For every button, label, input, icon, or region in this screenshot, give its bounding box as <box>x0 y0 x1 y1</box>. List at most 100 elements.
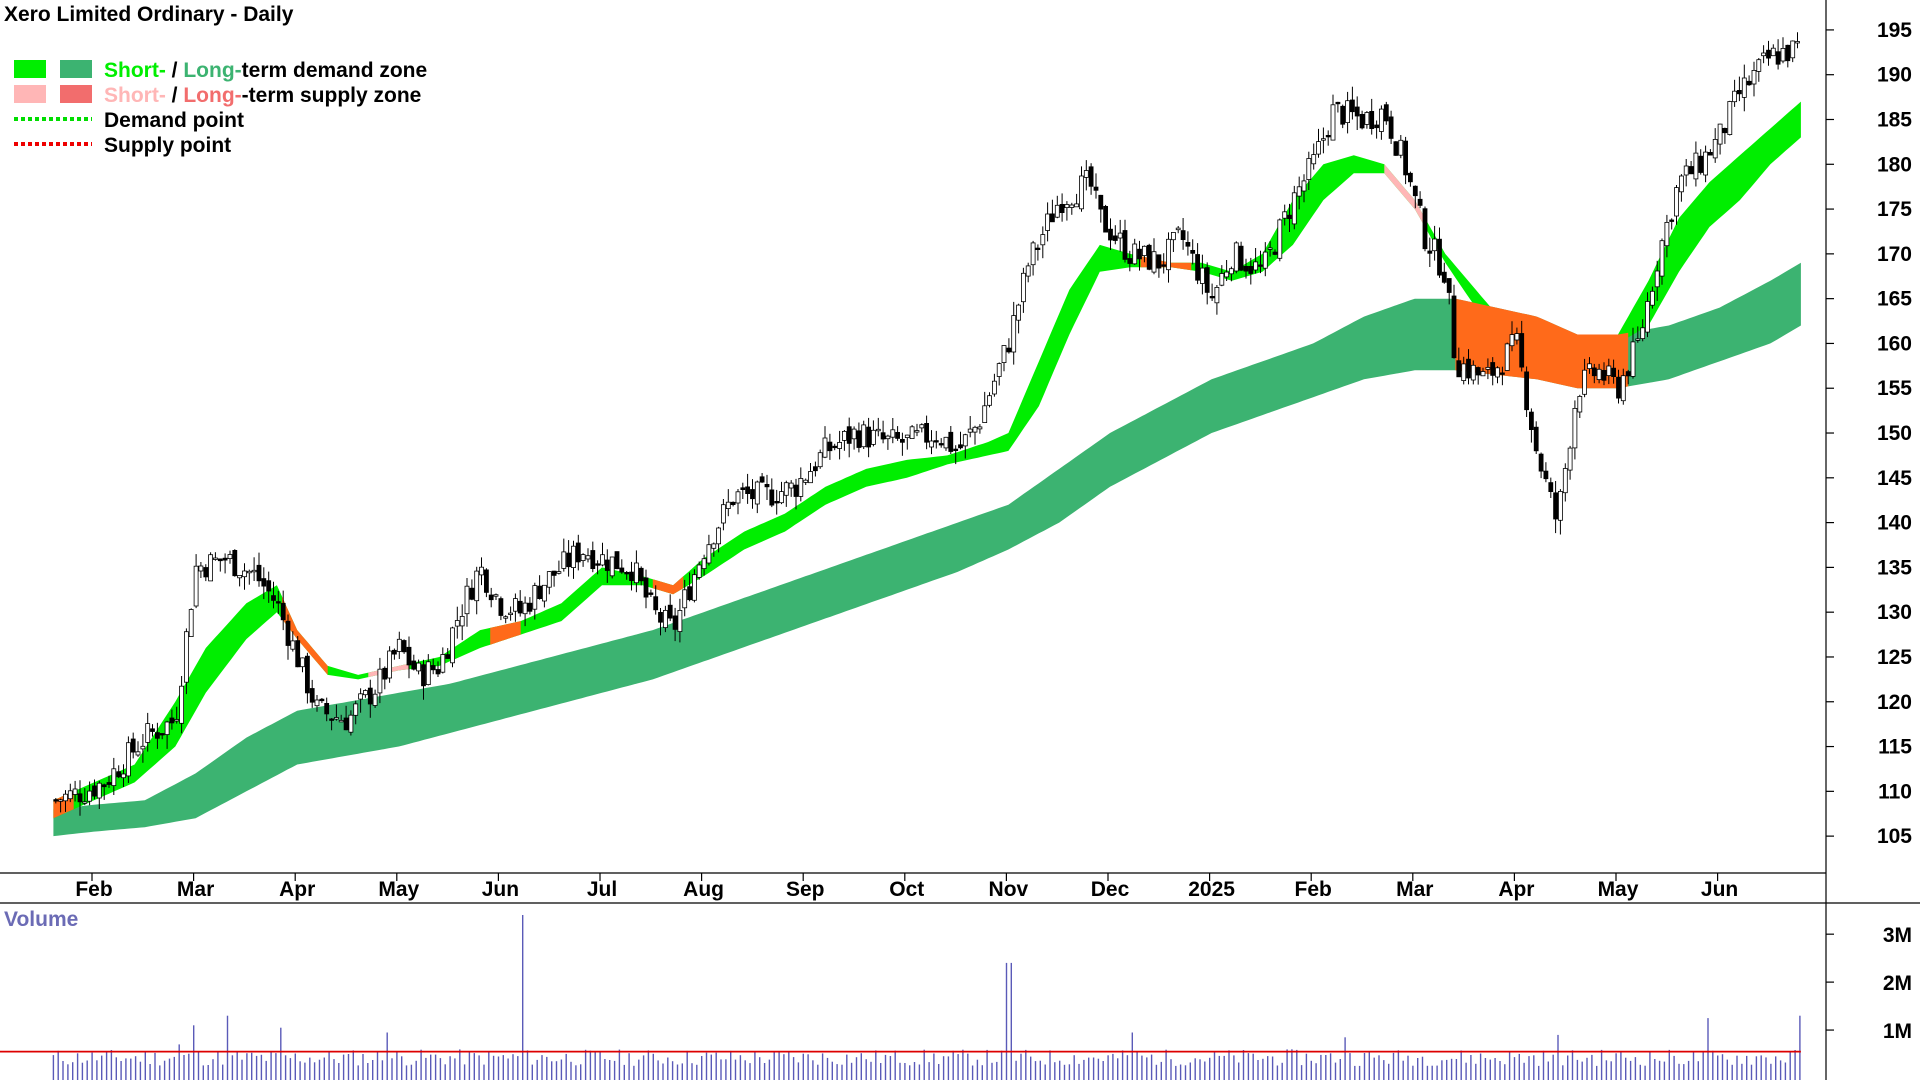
candle <box>1722 127 1728 144</box>
candle <box>217 558 223 572</box>
candle <box>1035 244 1041 261</box>
candle <box>425 654 431 686</box>
candle <box>571 540 576 579</box>
candle <box>1287 203 1292 232</box>
candle <box>837 430 842 460</box>
candle <box>1171 231 1176 252</box>
candle <box>614 551 620 570</box>
legend-label-part: / <box>166 84 184 107</box>
candle <box>1712 128 1718 163</box>
candle <box>1064 201 1070 221</box>
candle <box>1054 195 1060 219</box>
candle <box>542 584 547 608</box>
candle <box>958 431 963 450</box>
candle <box>411 654 417 671</box>
candle <box>469 579 475 601</box>
x-tick-label: Apr <box>1498 878 1534 901</box>
candle <box>314 695 320 712</box>
candle <box>967 416 973 438</box>
candle <box>692 569 697 603</box>
candle <box>1127 250 1133 272</box>
candle <box>1596 363 1602 384</box>
legend-swatch <box>14 60 46 78</box>
candle <box>1703 145 1708 183</box>
supply-zone-segment <box>652 576 684 595</box>
candle <box>851 426 857 450</box>
candle <box>1369 98 1375 135</box>
candle <box>1408 171 1413 187</box>
legend-item: Supply point <box>14 134 231 157</box>
y-tick-label: 130 <box>1877 601 1912 624</box>
x-tick-label: Mar <box>1396 878 1433 901</box>
candle <box>962 433 968 459</box>
candle <box>1490 357 1496 386</box>
candle <box>454 606 460 639</box>
x-tick-label: May <box>1598 878 1639 901</box>
candle <box>992 373 997 397</box>
candle <box>1480 367 1486 377</box>
candle <box>251 557 257 581</box>
legend-label-part: Short- <box>104 59 166 82</box>
x-tick-label: Sep <box>786 878 825 901</box>
legend-label-part: Supply point <box>104 134 231 157</box>
candle <box>982 391 988 423</box>
candle <box>590 541 596 573</box>
candle <box>1664 214 1670 258</box>
candle <box>372 689 378 708</box>
candle <box>1079 166 1084 212</box>
candle <box>179 676 185 734</box>
candle <box>996 362 1002 386</box>
candle <box>309 679 315 708</box>
candle <box>1137 240 1142 271</box>
candle <box>1098 194 1104 223</box>
candle <box>609 556 615 579</box>
candle <box>658 608 663 636</box>
legend-label: Short- / Long-term demand zone <box>104 59 427 82</box>
candle <box>1669 218 1675 230</box>
candle <box>624 571 630 580</box>
legend-item: Demand point <box>14 109 244 132</box>
candle <box>183 628 189 695</box>
x-tick-label: Aug <box>683 878 724 901</box>
candle <box>929 430 934 455</box>
candle <box>866 417 871 458</box>
y-tick-label: 170 <box>1877 243 1912 266</box>
candle <box>987 392 992 408</box>
legend-swatch <box>60 60 92 78</box>
candle <box>1291 185 1297 230</box>
candle <box>1364 111 1370 129</box>
y-tick-label: 125 <box>1877 646 1912 669</box>
candle <box>96 781 102 809</box>
candle <box>58 798 63 813</box>
candle <box>1350 86 1355 120</box>
candle <box>663 605 668 633</box>
candle <box>527 597 533 615</box>
candle <box>1161 253 1167 274</box>
candle <box>377 657 383 704</box>
candle <box>725 489 731 517</box>
candle <box>1330 94 1336 141</box>
candle <box>1006 338 1012 354</box>
candle <box>208 552 214 582</box>
candle <box>280 590 286 631</box>
candle <box>1514 327 1520 345</box>
candle <box>67 783 73 803</box>
candle <box>1025 262 1031 283</box>
candle <box>730 501 736 507</box>
candle <box>82 788 88 806</box>
y-tick-label: 150 <box>1877 422 1912 445</box>
candle <box>126 736 131 783</box>
candle <box>261 567 267 600</box>
candle <box>353 700 359 725</box>
candle <box>329 718 335 731</box>
y-tick-label: 180 <box>1877 153 1912 176</box>
candle <box>1620 368 1626 405</box>
y-tick-label: 140 <box>1877 512 1912 535</box>
x-tick-label: Nov <box>989 878 1029 901</box>
candle <box>1146 243 1152 271</box>
candle <box>295 636 301 668</box>
candle <box>595 560 600 575</box>
candle <box>764 474 770 500</box>
candle <box>938 438 944 448</box>
